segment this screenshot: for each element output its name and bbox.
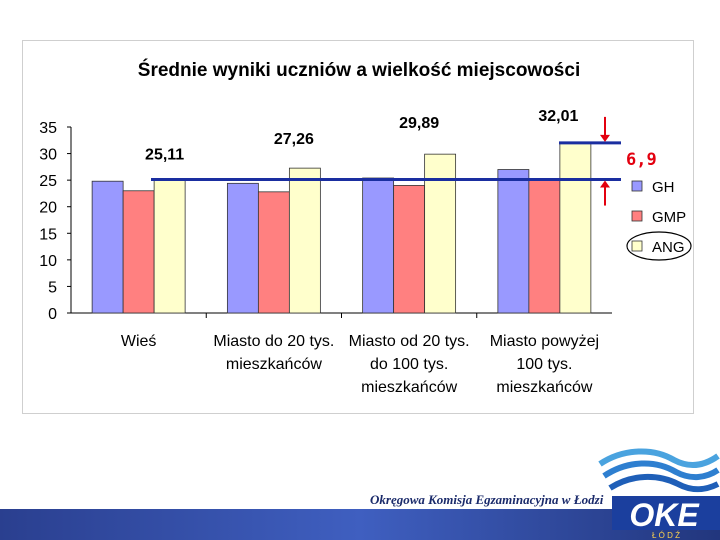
bar-gh [497,169,530,314]
bars [91,142,592,314]
reference-lines [151,141,621,182]
logo-text: OKE [629,497,700,533]
difference-label: 6,9 [626,150,657,170]
legend-item: GMP [631,209,686,226]
chart-title: Średnie wyniki uczniów a wielkość miejsc… [138,59,580,81]
legend-swatch [631,240,643,252]
arrow-up-head [600,180,610,188]
arrow-down-head [600,134,610,142]
footer-band [0,509,720,540]
category-label: do 100 tys. [370,356,448,373]
bar-ang [559,142,592,314]
y-tick-label: 10 [39,253,57,270]
legend-highlight-ellipse [626,231,692,261]
category-labels: Wieś Miasto do 20 tys. mieszkańców Miasto o… [121,313,599,396]
y-tick-label: 25 [39,173,57,190]
legend-item: GH [631,179,675,196]
data-label: 27,26 [274,131,314,148]
bar-gmp [257,191,290,314]
y-tick-label: 35 [39,120,57,137]
y-tick-label: 0 [48,306,57,323]
bar-ang [288,167,321,314]
legend-label: GMP [652,209,686,226]
difference-indicator: 6,9 [600,116,657,206]
oke-logo: OKE Ł Ó D Ź [598,448,720,540]
bar-gh [362,177,395,314]
bar-ang [424,153,457,314]
category-label: Wieś [121,333,157,350]
footer-institution-text: Okręgowa Komisja Egzaminacyjna w Łodzi [370,492,604,507]
bar-gmp [528,178,561,314]
logo-subtext: Ł Ó D Ź [652,531,680,540]
bar-gmp [122,190,155,314]
data-label: 29,89 [399,115,439,132]
legend-label: ANG [652,239,685,256]
category-label: Miasto do 20 tys. [213,333,334,350]
y-tick-label: 5 [48,279,57,296]
y-tick-label: 30 [39,147,57,164]
bar-ang [153,179,186,314]
bar-gh [226,182,259,314]
category-label: Miasto powyżej [490,333,599,350]
y-tick-label: 15 [39,226,57,243]
data-label: 25,11 [145,147,184,164]
category-label: mieszkańców [226,356,322,373]
category-label: mieszkańców [496,379,592,396]
y-tick-label: 20 [39,200,57,217]
legend-swatch [631,210,643,222]
bar-gmp [393,185,426,314]
data-labels: 25,11 27,26 29,89 32,01 [145,108,578,164]
bar-gh [91,180,124,314]
category-label: mieszkańców [361,379,457,396]
legend-item: ANG [631,239,685,256]
category-label: 100 tys. [516,356,572,373]
data-label: 32,01 [538,108,578,125]
chart-frame: Średnie wyniki uczniów a wielkość miejsc… [22,40,694,414]
chart: Średnie wyniki uczniów a wielkość miejsc… [39,59,692,396]
legend-swatch [631,180,643,192]
legend: GH GMP ANG [626,179,692,261]
legend-label: GH [652,179,675,196]
category-label: Miasto od 20 tys. [349,333,470,350]
